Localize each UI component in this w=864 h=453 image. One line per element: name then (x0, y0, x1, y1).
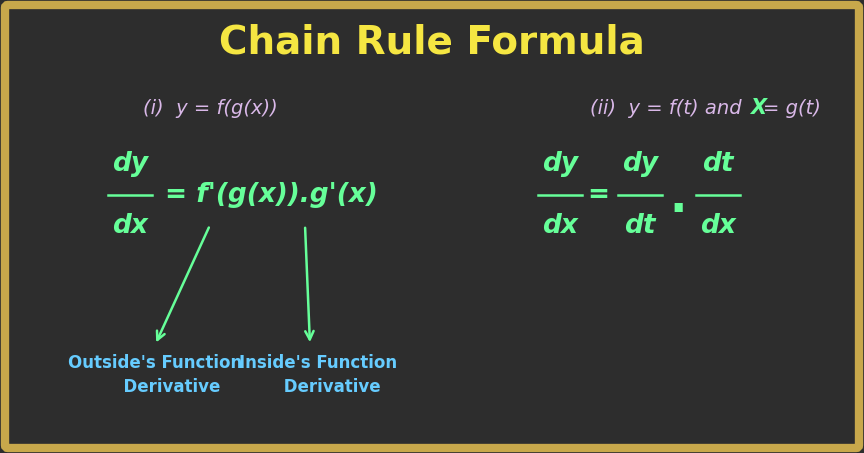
Text: dy: dy (622, 151, 658, 177)
FancyBboxPatch shape (5, 5, 859, 448)
Text: (ii)  y = f(t) and: (ii) y = f(t) and (590, 98, 748, 117)
Text: dx: dx (112, 213, 148, 239)
Text: dt: dt (625, 213, 656, 239)
Text: dy: dy (542, 151, 578, 177)
Text: X: X (750, 98, 766, 118)
Text: = g(t): = g(t) (763, 98, 821, 117)
Text: (i)  y = f(g(x)): (i) y = f(g(x)) (143, 98, 277, 117)
Text: Chain Rule Formula: Chain Rule Formula (219, 23, 645, 61)
Text: dx: dx (700, 213, 736, 239)
Text: dy: dy (112, 151, 148, 177)
Text: Outside's Function
      Derivative: Outside's Function Derivative (68, 354, 242, 396)
Text: .: . (670, 177, 687, 222)
Text: Inside's Function
     Derivative: Inside's Function Derivative (239, 354, 397, 396)
Text: =: = (587, 182, 609, 208)
Text: dx: dx (542, 213, 578, 239)
Text: = f'(g(x)).g'(x): = f'(g(x)).g'(x) (165, 182, 378, 208)
Text: dt: dt (702, 151, 734, 177)
